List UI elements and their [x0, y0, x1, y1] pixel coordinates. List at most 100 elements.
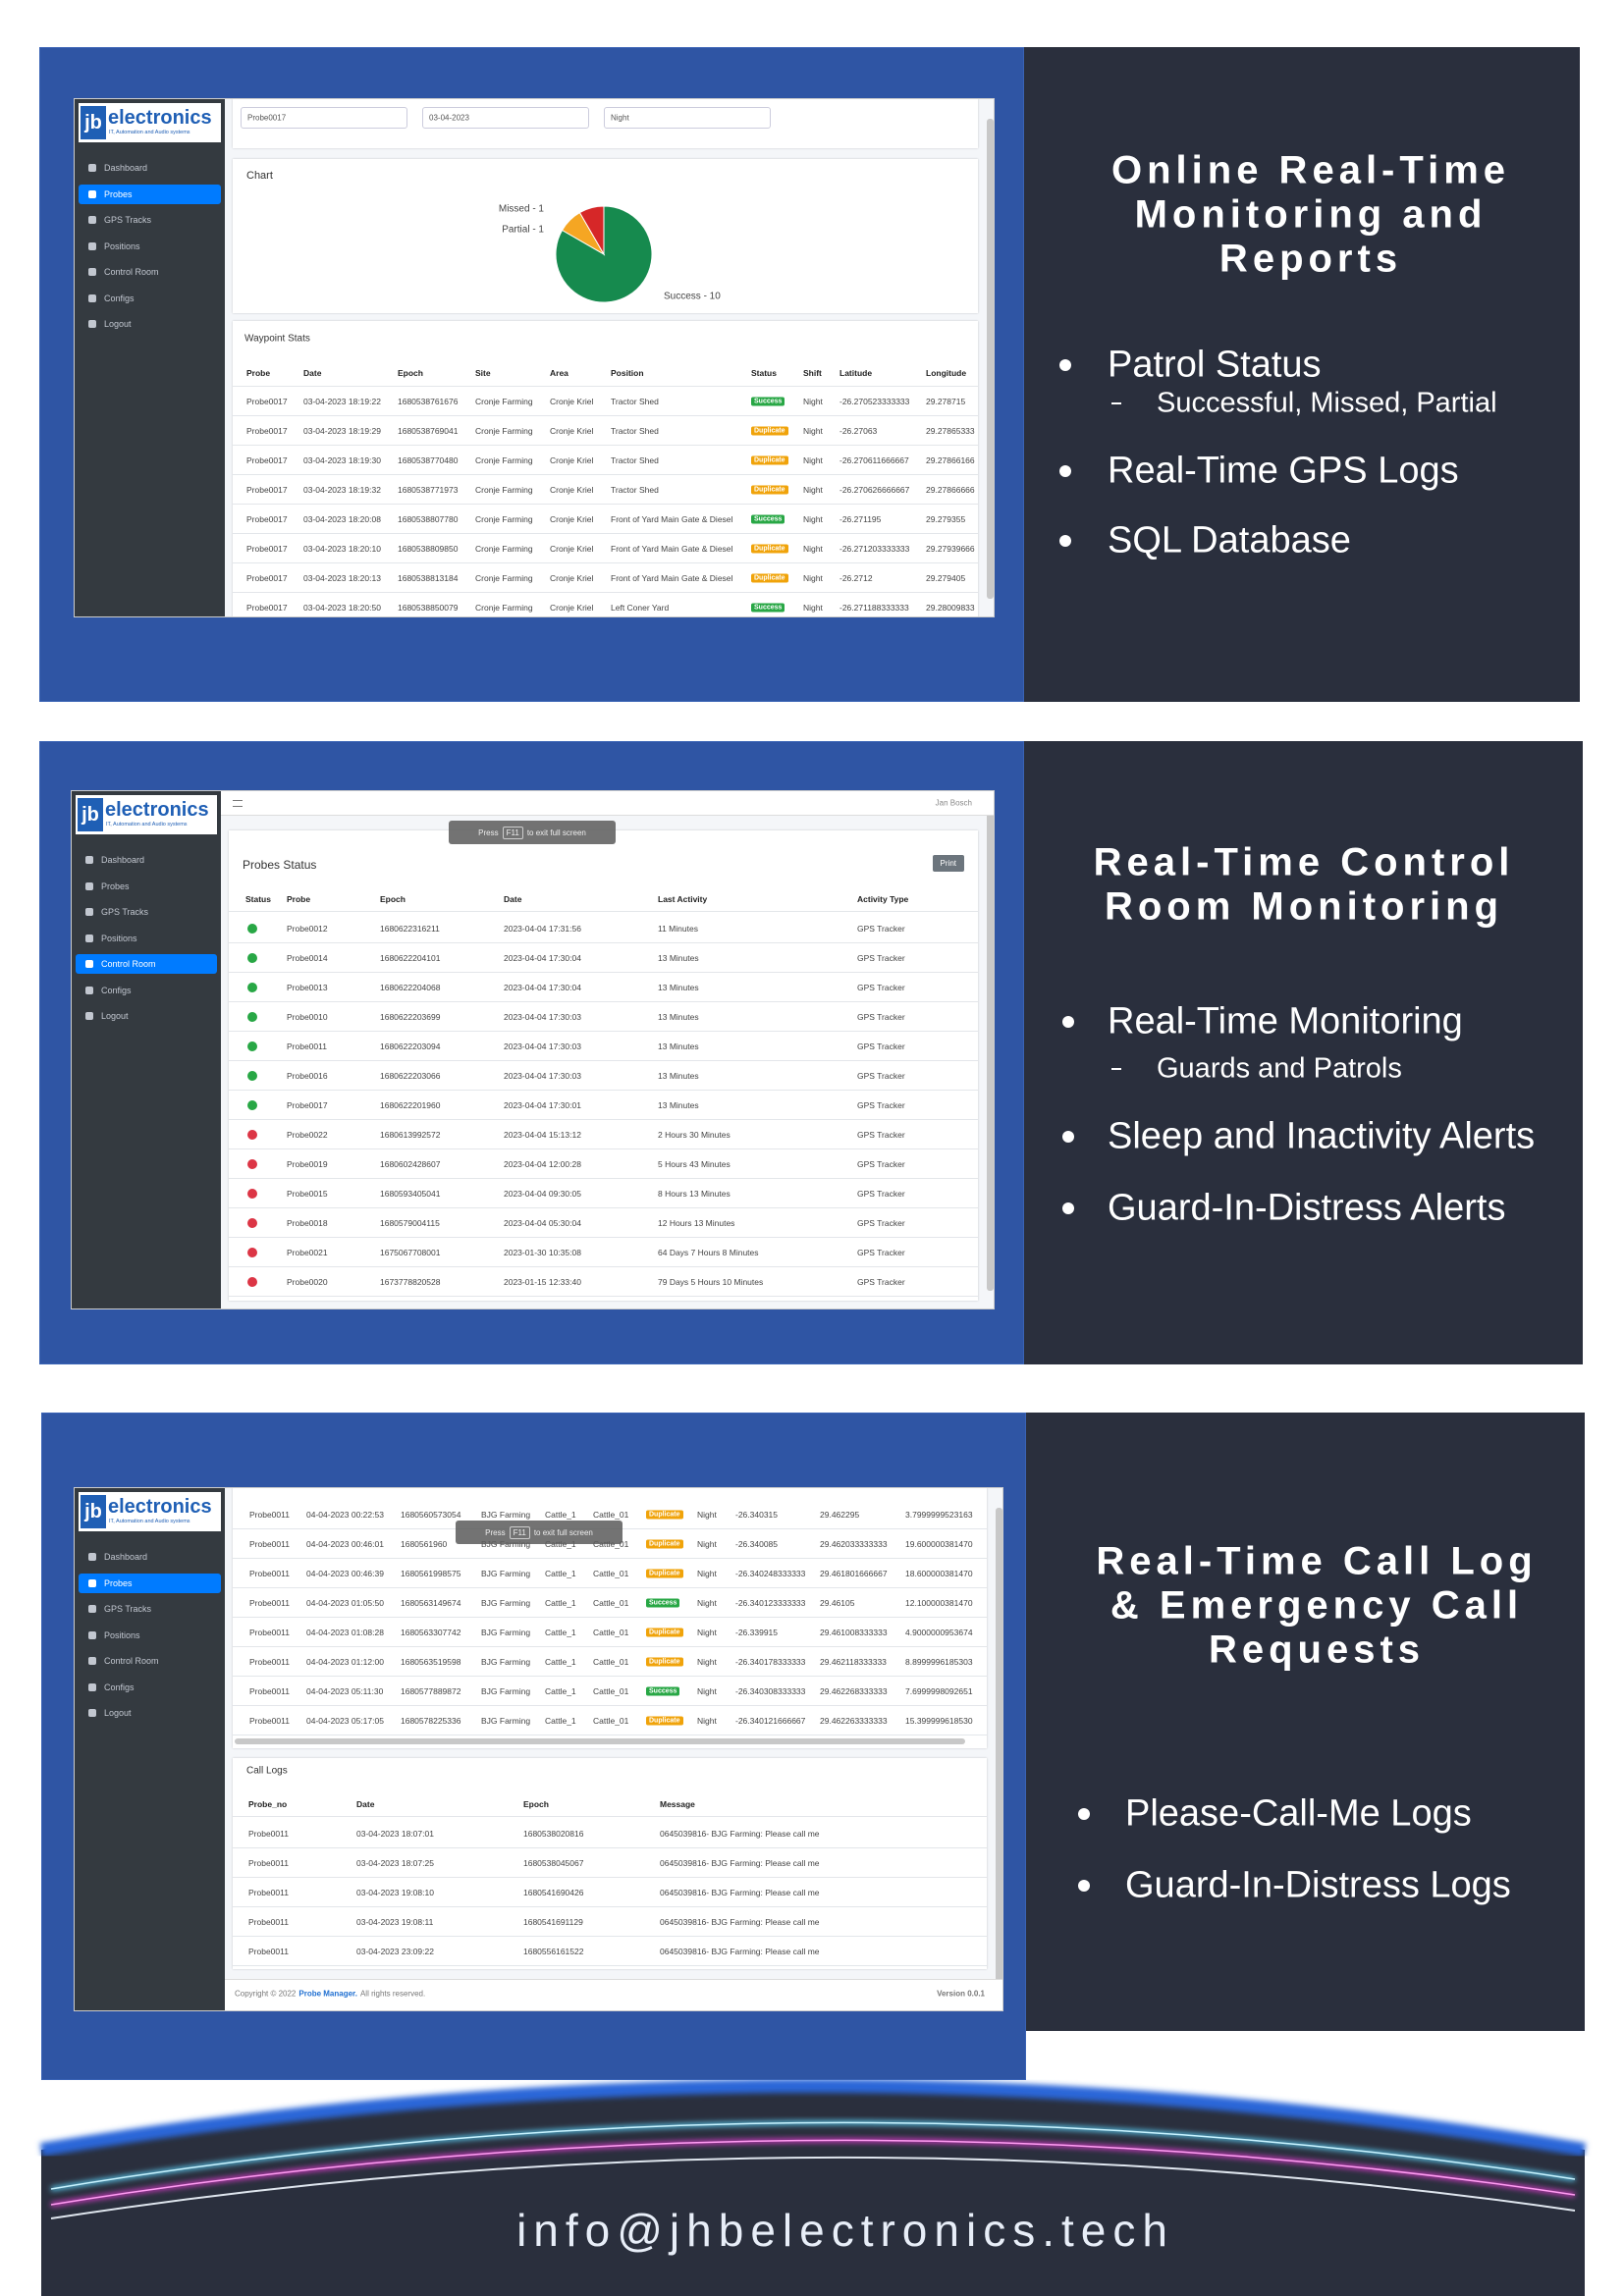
table-cell: 13 Minutes: [658, 953, 699, 963]
table-cell: Cattle_01: [593, 1716, 629, 1726]
menu-active: [79, 1573, 221, 1593]
table-cell: 29.462268333333: [820, 1686, 888, 1696]
row-divider: [233, 1646, 987, 1647]
card-title: Waypoint Stats: [244, 333, 310, 345]
table-cell: GPS Tracker: [857, 1189, 905, 1199]
table-cell: Date: [356, 1799, 375, 1809]
menu-item: Positions: [104, 240, 140, 251]
logo-name: electronics: [108, 1496, 212, 1518]
table-cell: -26.340123333333: [735, 1598, 806, 1608]
sidebar: jb electronics IT, Automation and Audio sy…: [75, 1488, 225, 2010]
table-cell: Cattle_01: [593, 1569, 629, 1578]
sub-bullet: Guards and Patrols: [1157, 1052, 1402, 1085]
status-dot: [247, 1248, 257, 1257]
menu-icon: [85, 881, 93, 890]
table-cell: Probe0011: [249, 1510, 290, 1520]
table-cell: 1680538771973: [398, 485, 459, 495]
status-badge: Success: [751, 603, 785, 613]
main-area: Jan Bosch Probes Status Print Status Probe Ep…: [221, 791, 994, 1308]
table-cell: 04-04-2023 00:46:01: [306, 1539, 384, 1549]
card-title: Call Logs: [246, 1765, 288, 1777]
main-area: Probe0017 03-04-2023 Night Chart Missed - 1 P…: [225, 99, 994, 616]
table-cell: Date: [504, 894, 522, 904]
table-cell: 0645039816- BJG Farming: Please call me: [660, 1888, 820, 1897]
table-cell: 2023-04-04 15:13:12: [504, 1130, 581, 1140]
row-divider: [233, 1617, 987, 1618]
bullet-dot: [1078, 1808, 1090, 1820]
table-cell: 04-04-2023 05:17:05: [306, 1716, 384, 1726]
table-cell: 29.27866666: [926, 485, 975, 495]
table-cell: Cattle_1: [545, 1598, 576, 1608]
row-divider: [233, 592, 978, 593]
table-cell: Cattle_1: [545, 1539, 576, 1549]
table-cell: Probe_no: [248, 1799, 288, 1809]
table-cell: Night: [803, 397, 823, 406]
table-cell: Probe0017: [246, 455, 288, 465]
h-scrollbar: [235, 1738, 965, 1744]
table-cell: Cronje Farming: [475, 455, 533, 465]
row-divider: [233, 1906, 987, 1907]
table-cell: Probe0017: [246, 426, 288, 436]
table-cell: 1680622203699: [380, 1012, 441, 1022]
table-cell: 64 Days 7 Hours 8 Minutes: [658, 1248, 759, 1257]
panel-title: Reports: [1218, 237, 1403, 281]
table-cell: 2023-04-04 17:30:01: [504, 1100, 581, 1110]
table-cell: Cronje Farming: [475, 544, 533, 554]
table-cell: -26.340308333333: [735, 1686, 806, 1696]
bullet-dot: [1059, 535, 1071, 547]
sub-bullet: Successful, Missed, Partial: [1157, 387, 1497, 419]
table-cell: Cattle_01: [593, 1539, 629, 1549]
table-cell: 1680577889872: [401, 1686, 461, 1696]
menu-icon: [85, 960, 93, 968]
menu-icon: [88, 189, 96, 198]
table-cell: Cattle_1: [545, 1569, 576, 1578]
table-cell: 2023-04-04 17:30:04: [504, 983, 581, 992]
table-cell: Tractor Shed: [611, 485, 659, 495]
table-cell: 2023-04-04 17:30:04: [504, 953, 581, 963]
table-cell: 04-04-2023 05:11:30: [306, 1686, 384, 1696]
table-cell: GPS Tracker: [857, 1218, 905, 1228]
table-cell: Cronje Farming: [475, 485, 533, 495]
table-cell: Probe0021: [287, 1248, 328, 1257]
table-cell: Cronje Farming: [475, 603, 533, 613]
table-cell: 3.7999999523163: [905, 1510, 973, 1520]
table-card: [233, 321, 978, 616]
pie-label: Partial - 1: [502, 224, 544, 236]
row-divider: [229, 1001, 978, 1002]
scrollbar: [987, 811, 994, 1291]
version: Version 0.0.1: [937, 1989, 985, 1999]
table-cell: Tractor Shed: [611, 455, 659, 465]
row-divider: [233, 533, 978, 534]
table-cell: -26.27063: [839, 426, 878, 436]
table-cell: -26.340121666667: [735, 1716, 806, 1726]
status-dot: [247, 924, 257, 934]
table-cell: 04-04-2023 01:08:28: [306, 1628, 384, 1637]
row-divider: [229, 1237, 978, 1238]
menu-icon: [88, 1657, 96, 1665]
table-cell: Night: [803, 455, 823, 465]
table-cell: 79 Days 5 Hours 10 Minutes: [658, 1277, 764, 1287]
table-cell: GPS Tracker: [857, 1159, 905, 1169]
sub-dash: [1111, 1068, 1121, 1070]
table-cell: Night: [803, 544, 823, 554]
logo-mark: jb: [78, 798, 103, 831]
table-cell: 29.462118333333: [820, 1657, 887, 1667]
table-cell: Cattle_01: [593, 1657, 629, 1667]
status-dot: [247, 1130, 257, 1140]
table-cell: Probe0017: [246, 603, 288, 613]
menu-item: Dashboard: [101, 855, 145, 865]
table-cell: 1680556161522: [523, 1947, 584, 1956]
menu-item: Configs: [104, 1682, 135, 1692]
row-divider: [233, 386, 978, 387]
table-cell: -26.271188333333: [839, 603, 909, 613]
table-cell: Night: [803, 514, 823, 524]
app-screenshot: jb electronics IT, Automation and Audio sy…: [71, 790, 995, 1309]
logo-name: electronics: [108, 107, 212, 129]
table-cell: Night: [697, 1569, 717, 1578]
row-divider: [233, 474, 978, 475]
menu-icon: [88, 1709, 96, 1717]
bullet-text: Sleep and Inactivity Alerts: [1108, 1115, 1536, 1157]
table-cell: -26.270523333333: [839, 397, 910, 406]
menu-item: Probes: [101, 881, 130, 891]
